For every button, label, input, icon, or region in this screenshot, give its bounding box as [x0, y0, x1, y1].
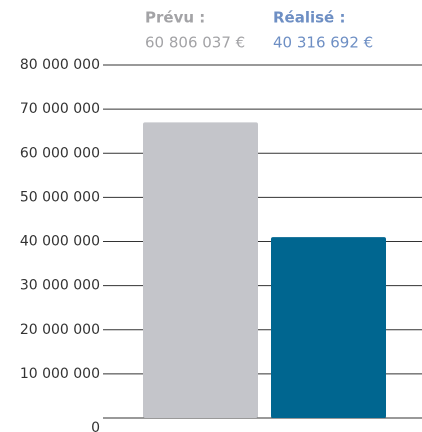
legend-label: Prévu :	[145, 9, 205, 27]
y-tick-label: 70 000 000	[20, 101, 100, 117]
y-tick-label: 50 000 000	[20, 189, 100, 205]
bar	[271, 237, 386, 418]
legend-label: Réalisé :	[273, 9, 345, 27]
y-tick-label: 40 000 000	[20, 234, 100, 250]
y-tick-label: 20 000 000	[20, 322, 100, 338]
legend-amount: 40 316 692 €	[273, 34, 373, 52]
y-tick-label: 30 000 000	[20, 278, 100, 294]
bar	[143, 122, 258, 419]
y-tick-label: 60 000 000	[20, 145, 100, 161]
y-tick-label: 80 000 000	[20, 57, 100, 73]
legend-amount: 60 806 037 €	[145, 34, 245, 52]
y-tick-label: 0	[91, 420, 100, 432]
y-tick-label: 10 000 000	[20, 366, 100, 382]
